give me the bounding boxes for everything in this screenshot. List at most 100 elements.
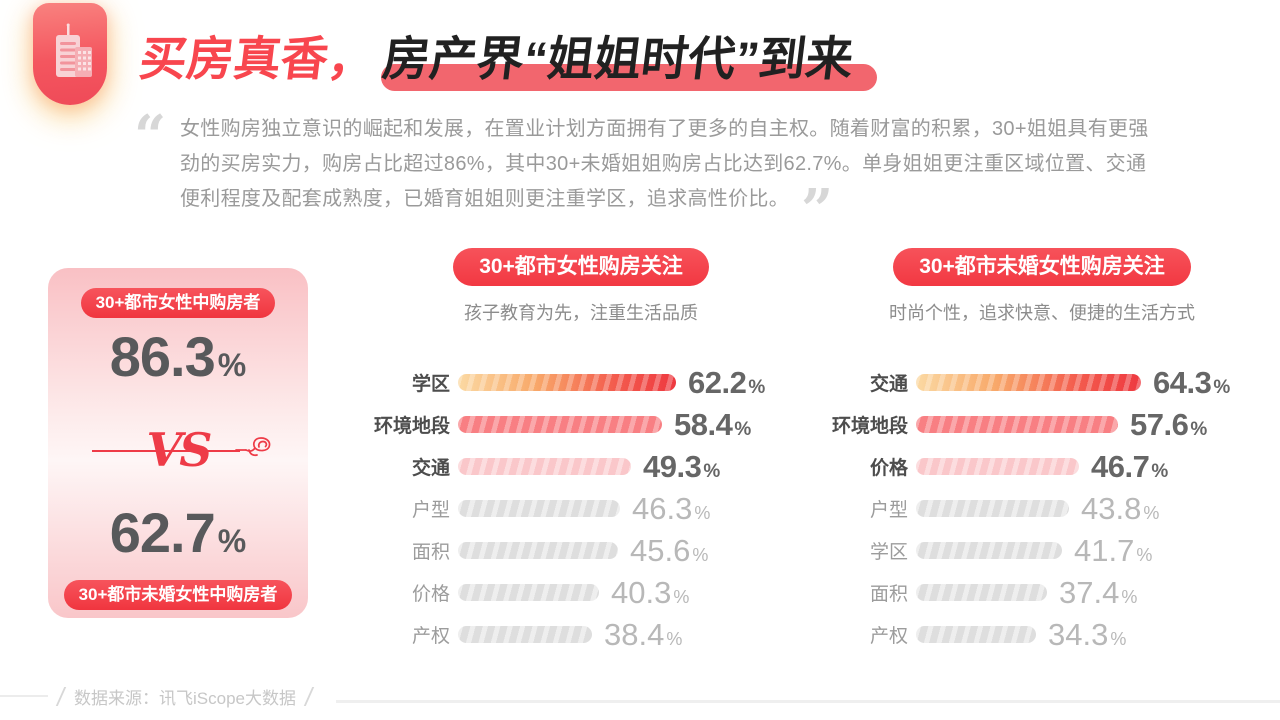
- bar-value: 41.7%: [1074, 532, 1153, 568]
- footer-line-left: [0, 695, 48, 697]
- bar-label: 环境地段: [373, 415, 450, 437]
- bar-row: 产权 34.3%: [824, 613, 1260, 655]
- bar: [916, 415, 1118, 433]
- bar: [916, 625, 1036, 643]
- building-icon: [56, 23, 92, 77]
- bar-value: 49.3%: [643, 448, 720, 484]
- bar-chart-all-women: 学区 62.2% 环境地段 58.4% 交通 49.3% 户型 46.3% 面积 45.6% 价格 4…: [366, 361, 796, 655]
- bar-label: 学区: [411, 373, 450, 395]
- bar-label: 学区: [869, 541, 908, 563]
- chart-column-all-women: 30+都市女性购房关注 孩子教育为先，注重生活品质 学区 62.2% 环境地段 58.…: [366, 248, 796, 655]
- bar-value-unit: %: [734, 418, 751, 440]
- bar: [916, 499, 1069, 517]
- bar-row: 价格 46.7%: [824, 445, 1260, 487]
- bar: [458, 541, 618, 559]
- bar-value-unit: %: [1190, 418, 1207, 440]
- bar-row: 面积 45.6%: [366, 529, 796, 571]
- card-bottom-badge: 30+都市未婚女性中购房者: [63, 580, 293, 610]
- card-top-badge: 30+都市女性中购房者: [80, 288, 276, 318]
- bar-label: 价格: [411, 583, 450, 605]
- bar-label: 环境地段: [831, 415, 908, 437]
- bar-value-unit: %: [748, 376, 765, 398]
- vs-strike-line: [92, 450, 240, 452]
- bar-row: 学区 62.2%: [366, 361, 796, 403]
- footer-line-right: [335, 699, 1280, 703]
- footer-slash-icon: [303, 686, 315, 706]
- chart-title-badge: 30+都市未婚女性购房关注: [893, 248, 1191, 286]
- bar-row: 价格 40.3%: [366, 571, 796, 613]
- bar-value-unit: %: [1143, 502, 1160, 523]
- bar-row: 学区 41.7%: [824, 529, 1260, 571]
- bar-value-unit: %: [1110, 628, 1127, 649]
- open-quote-icon: “: [134, 103, 167, 169]
- bar-value: 57.6%: [1130, 406, 1207, 442]
- bar-value: 37.4%: [1059, 574, 1138, 610]
- bar-row: 产权 38.4%: [366, 613, 796, 655]
- bar-value-unit: %: [1151, 460, 1168, 482]
- bar: [458, 415, 662, 433]
- bar-row: 户型 46.3%: [366, 487, 796, 529]
- bar-label: 面积: [869, 583, 908, 605]
- bar: [458, 499, 620, 517]
- source-footer: 数据来源：讯飞iScope大数据: [0, 682, 1280, 710]
- bar-value: 58.4%: [674, 406, 751, 442]
- chart-title-badge: 30+都市女性购房关注: [453, 248, 709, 286]
- bar-row: 环境地段 58.4%: [366, 403, 796, 445]
- bar: [916, 373, 1141, 391]
- footer-slash-icon: [55, 686, 67, 706]
- data-source-text: 数据来源：讯飞iScope大数据: [74, 688, 296, 708]
- bar-value-unit: %: [694, 502, 711, 523]
- page-title: 买房真香， 房产界“姐姐时代”到来: [137, 26, 877, 96]
- bar: [458, 625, 592, 643]
- title-highlight-bar: [381, 64, 877, 91]
- bar-value-unit: %: [1121, 586, 1138, 607]
- bar-value: 43.8%: [1081, 490, 1160, 526]
- bar-label: 产权: [411, 625, 450, 647]
- bar-label: 面积: [411, 541, 450, 563]
- bar-label: 户型: [869, 499, 908, 521]
- vs-label: VS: [146, 423, 213, 477]
- bar-value-unit: %: [673, 586, 690, 607]
- bar-label: 产权: [869, 625, 908, 647]
- bar-chart-unmarried-women: 交通 64.3% 环境地段 57.6% 价格 46.7% 户型 43.8% 学区 41.7% 面积 3…: [824, 361, 1260, 655]
- bar-value-unit: %: [1213, 376, 1230, 398]
- bar-value: 34.3%: [1048, 616, 1127, 652]
- comparison-card: 30+都市女性中购房者 86.3% VS 62.7% 30+都市未婚女性中购房者: [48, 268, 308, 618]
- bar-value: 46.7%: [1091, 448, 1168, 484]
- bar-row: 环境地段 57.6%: [824, 403, 1260, 445]
- bar: [458, 583, 599, 601]
- building-badge: [33, 3, 107, 105]
- bottom-percentage-value: 62.7: [109, 501, 216, 564]
- quote-text: 女性购房独立意识的崛起和发展，在置业计划方面拥有了更多的自主权。随着财富的积累，…: [180, 118, 1149, 210]
- bar: [916, 457, 1079, 475]
- bar-row: 面积 37.4%: [824, 571, 1260, 613]
- percent-sign: %: [217, 523, 247, 559]
- bar-value: 64.3%: [1153, 364, 1230, 400]
- title-black-text: 房产界“姐姐时代”到来: [379, 32, 857, 85]
- bar-row: 户型 43.8%: [824, 487, 1260, 529]
- bar-value-unit: %: [666, 628, 683, 649]
- bar: [916, 541, 1062, 559]
- bar: [458, 373, 676, 391]
- bar-value-unit: %: [1136, 544, 1153, 565]
- bar-label: 价格: [869, 457, 908, 479]
- vs-divider: VS: [48, 423, 308, 477]
- bar: [458, 457, 631, 475]
- quote-block: “女性购房独立意识的崛起和发展，在置业计划方面拥有了更多的自主权。随着财富的积累…: [134, 103, 1149, 243]
- top-percentage-value: 86.3: [109, 325, 216, 388]
- percent-sign: %: [217, 347, 247, 383]
- bar-value: 38.4%: [604, 616, 683, 652]
- bar: [916, 583, 1047, 601]
- chart-column-unmarried-women: 30+都市未婚女性购房关注 时尚个性，追求快意、便捷的生活方式 交通 64.3% 环…: [824, 248, 1260, 655]
- title-red-segment: 买房真香，: [136, 32, 379, 85]
- bar-value: 45.6%: [630, 532, 709, 568]
- bar-value-unit: %: [692, 544, 709, 565]
- chart-subtitle: 时尚个性，追求快意、便捷的生活方式: [889, 303, 1195, 323]
- bar-row: 交通 49.3%: [366, 445, 796, 487]
- bottom-percentage: 62.7%: [110, 502, 246, 572]
- bar-label: 户型: [411, 499, 450, 521]
- bar-value-unit: %: [703, 460, 720, 482]
- chart-subtitle: 孩子教育为先，注重生活品质: [464, 303, 698, 323]
- top-percentage: 86.3%: [110, 326, 246, 396]
